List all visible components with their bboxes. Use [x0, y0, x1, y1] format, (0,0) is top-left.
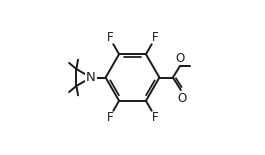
Text: F: F	[107, 111, 113, 124]
Text: F: F	[107, 31, 113, 44]
Text: F: F	[152, 31, 158, 44]
Text: F: F	[152, 111, 158, 124]
Text: O: O	[175, 52, 185, 65]
Text: O: O	[177, 92, 186, 105]
Text: N: N	[86, 71, 96, 84]
